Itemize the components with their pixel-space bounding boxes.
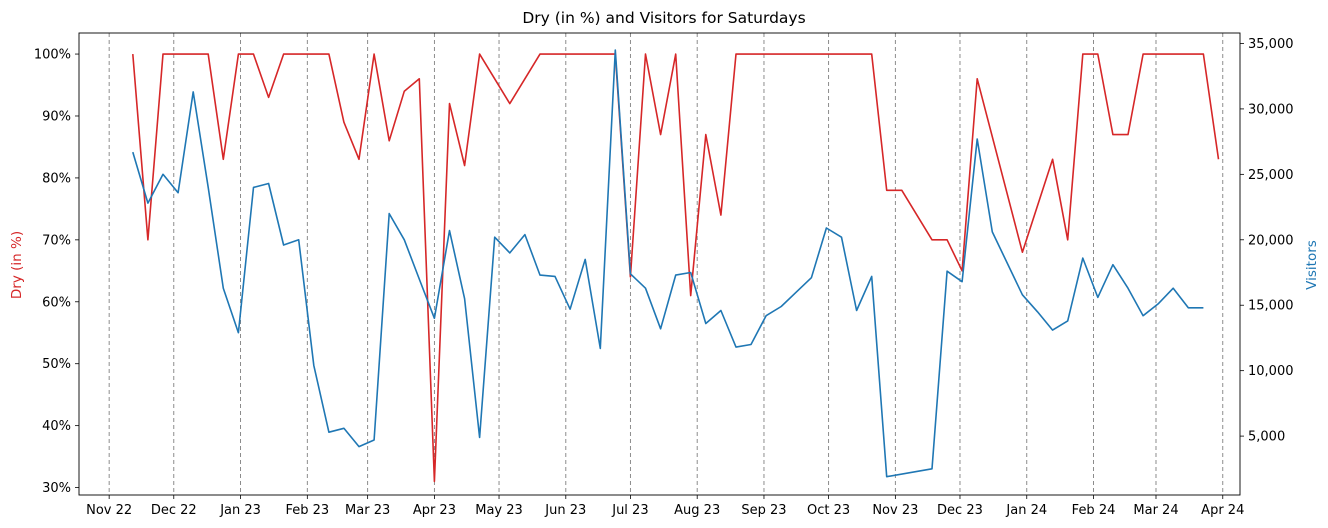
dry-percent-line	[132, 53, 1220, 483]
x-tick-label: Jan 23	[219, 503, 261, 518]
right-axis-label: Visitors	[1304, 240, 1320, 290]
visitors-line	[132, 49, 1204, 478]
x-tick-label: Sep 23	[741, 503, 786, 518]
x-tick-label: Dec 23	[937, 503, 983, 518]
right-y-tick-label: 5,000	[1248, 430, 1285, 445]
x-tick-label: Feb 23	[285, 503, 329, 518]
plot-frame	[78, 32, 1241, 496]
x-tick-label: Mar 23	[345, 503, 390, 518]
x-tick-label: Nov 22	[86, 503, 132, 518]
x-tick-label: Jun 23	[544, 503, 586, 518]
left-y-tick-label: 100%	[34, 48, 71, 63]
right-y-tick-label: 35,000	[1248, 37, 1294, 52]
x-tick-label: Nov 23	[872, 503, 918, 518]
right-y-tick-label: 30,000	[1248, 102, 1294, 117]
left-y-tick-label: 40%	[42, 419, 71, 434]
chart-title: Dry (in %) and Visitors for Saturdays	[522, 9, 805, 27]
right-y-tick-label: 15,000	[1248, 299, 1294, 314]
x-tick-label: Aug 23	[674, 503, 720, 518]
x-tick-label: May 23	[475, 503, 523, 518]
x-tick-label: Jul 23	[611, 503, 648, 518]
x-tick-label: Jan 24	[1005, 503, 1047, 518]
left-y-tick-label: 50%	[42, 357, 71, 372]
left-axis-label: Dry (in %)	[9, 231, 25, 299]
left-y-tick-label: 60%	[42, 295, 71, 310]
left-y-tick-label: 90%	[42, 109, 71, 124]
right-y-tick-label: 20,000	[1248, 233, 1294, 248]
x-tick-label: Feb 24	[1072, 503, 1116, 518]
right-y-tick-label: 10,000	[1248, 364, 1294, 379]
x-tick-label: Apr 23	[413, 503, 456, 518]
left-y-tick-label: 70%	[42, 233, 71, 248]
left-y-tick-label: 30%	[42, 481, 71, 496]
x-tick-label: Mar 24	[1133, 503, 1178, 518]
x-tick-label: Apr 24	[1201, 503, 1244, 518]
x-tick-label: Oct 23	[807, 503, 850, 518]
right-y-tick-label: 25,000	[1248, 168, 1294, 183]
x-tick-label: Dec 22	[151, 503, 197, 518]
left-y-tick-label: 80%	[42, 171, 71, 186]
